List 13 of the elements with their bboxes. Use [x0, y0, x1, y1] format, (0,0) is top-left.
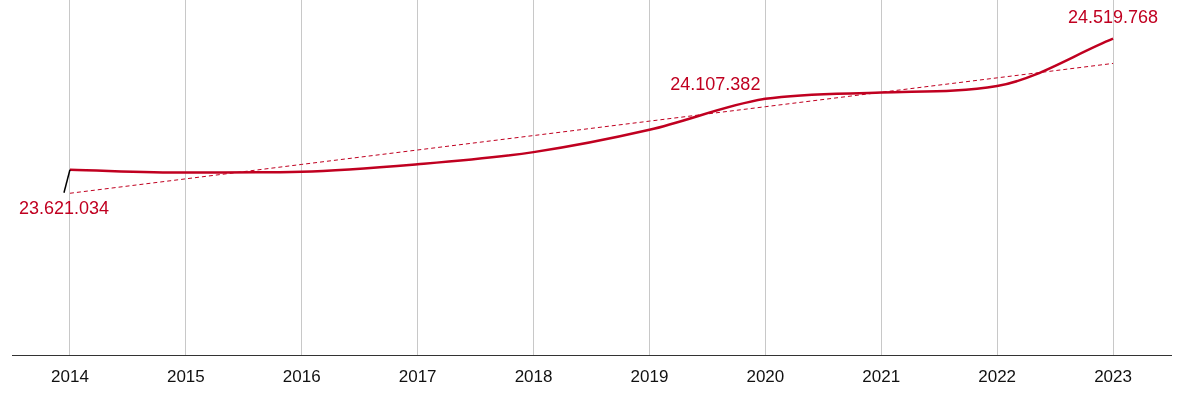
- data-label: 24.107.382: [670, 73, 761, 94]
- x-tick-label: 2017: [398, 367, 437, 387]
- x-tick-label: 2020: [746, 367, 785, 387]
- x-tick-label: 2023: [1094, 367, 1132, 387]
- x-tick-label: 2018: [514, 367, 553, 387]
- data-label: 24.519.768: [1068, 6, 1159, 27]
- x-tick-label: 2014: [51, 367, 89, 387]
- x-tick-label: 2022: [978, 367, 1017, 387]
- x-tick-label: 2021: [862, 367, 901, 387]
- x-tick-label: 2015: [166, 367, 205, 387]
- data-label: 23.621.034: [18, 197, 109, 218]
- x-tick-label: 2019: [630, 367, 669, 387]
- x-tick-label: 2016: [282, 367, 321, 387]
